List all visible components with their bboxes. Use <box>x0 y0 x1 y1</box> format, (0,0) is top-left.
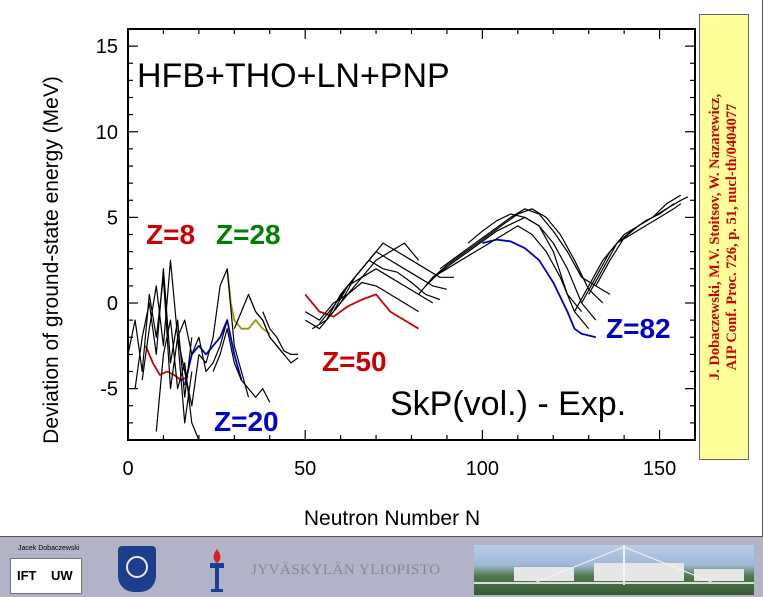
series-line-1 <box>183 319 243 386</box>
series-line-21 <box>418 225 590 330</box>
annotation-z50: Z=50 <box>322 346 387 377</box>
series-line-29 <box>595 196 689 287</box>
series-line-16 <box>304 281 419 321</box>
series-line-22 <box>425 216 597 321</box>
series-line-27 <box>581 194 682 304</box>
series-line-24 <box>439 208 611 295</box>
x-tick-label: 50 <box>294 458 316 480</box>
series-line-26 <box>573 203 682 312</box>
series-line-2 <box>226 268 271 335</box>
ift-logo-text: IFT <box>17 568 37 583</box>
y-tick-label: 10 <box>96 122 118 144</box>
ift-uw-logo: IFT UW <box>10 558 82 594</box>
series-line-19 <box>325 242 454 321</box>
torch-logo-icon <box>210 549 224 592</box>
citation-text: J. Dobaczewski, M.V. Stoitsov, W. Nazare… <box>707 94 741 380</box>
annotation-z8: Z=8 <box>146 219 195 250</box>
ticks-layer: 0 50 100 150 -5 0 5 10 15 <box>96 29 696 480</box>
x-tick-label: 0 <box>122 458 133 480</box>
series-line-11 <box>212 328 271 403</box>
series-line-25 <box>467 213 583 312</box>
slide: 0 50 100 150 -5 0 5 10 15 HFB+THO+LN+PNP SkP(vol… <box>0 0 763 537</box>
series-line-8 <box>155 319 200 441</box>
series-line-13 <box>247 294 299 364</box>
series-line-14 <box>262 311 299 355</box>
series-line-23 <box>432 208 604 304</box>
series-layer <box>127 194 689 441</box>
citation-box: J. Dobaczewski, M.V. Stoitsov, W. Nazare… <box>699 14 749 460</box>
series-line-20 <box>333 242 420 312</box>
university-name: JYVÄSKYLÄN YLIOPISTO <box>251 562 441 578</box>
x-tick-label: 150 <box>643 458 676 480</box>
annotation-z20: Z=20 <box>214 406 279 437</box>
chart-subtitle: SkP(vol.) - Exp. <box>390 385 626 423</box>
y-tick-label: 5 <box>107 207 118 229</box>
uw-logo-text: UW <box>51 568 73 583</box>
citation-line-2: AIP Conf. Proc. 726, p. 51, nucl-th/0404… <box>724 103 740 371</box>
chart: 0 50 100 150 -5 0 5 10 15 HFB+THO+LN+PNP SkP(vol… <box>40 28 696 530</box>
annotation-z82: Z=82 <box>606 313 671 344</box>
series-line-4 <box>482 238 597 339</box>
citation-line-1: J. Dobaczewski, M.V. Stoitsov, W. Nazare… <box>707 93 723 381</box>
annotation-z28: Z=28 <box>216 219 281 250</box>
campus-photo <box>474 545 754 595</box>
series-line-3 <box>304 293 420 330</box>
y-tick-label: -5 <box>100 379 118 401</box>
series-line-9 <box>177 319 228 373</box>
series-line-28 <box>588 203 675 295</box>
series-line-7 <box>141 259 193 424</box>
series-line-10 <box>198 268 250 398</box>
series-line-15 <box>304 268 434 330</box>
author-credit: Jacek Dobaczewski <box>18 545 80 552</box>
y-tick-label: 15 <box>96 36 118 58</box>
chart-title: HFB+THO+LN+PNP <box>137 57 450 95</box>
x-axis-label: Neutron Number N <box>304 507 480 530</box>
series-line-6 <box>134 268 193 398</box>
warsaw-university-crest-icon <box>118 546 156 592</box>
y-axis-label: Deviation of ground-state energy (MeV) <box>40 76 63 444</box>
x-tick-label: 100 <box>466 458 499 480</box>
y-tick-label: 0 <box>107 293 118 315</box>
